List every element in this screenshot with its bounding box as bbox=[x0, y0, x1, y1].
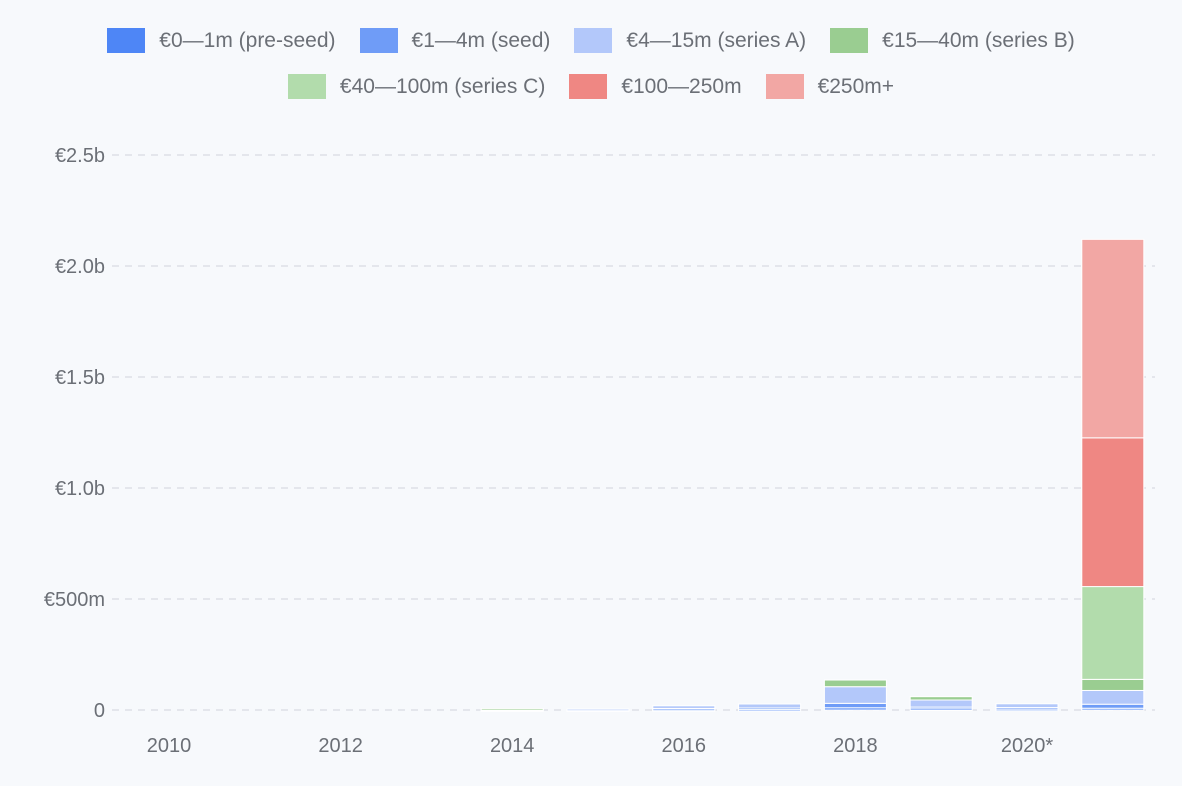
y-tick-label: €1.5b bbox=[55, 367, 105, 389]
x-tick-label: 2020* bbox=[1001, 735, 1053, 757]
bar-segment[interactable] bbox=[1081, 586, 1145, 680]
bar-segment[interactable] bbox=[566, 708, 630, 712]
legend-item-250m-plus[interactable]: €250m+ bbox=[765, 74, 895, 99]
bar-segment[interactable] bbox=[652, 705, 716, 709]
y-tick-label: €1.0b bbox=[55, 478, 105, 500]
legend-swatch-series-c bbox=[287, 74, 326, 99]
y-tick-label: 0 bbox=[94, 700, 105, 722]
y-tick-label: €2.5b bbox=[55, 145, 105, 167]
bar-segment[interactable] bbox=[1081, 689, 1145, 705]
bar-segment[interactable] bbox=[823, 702, 887, 709]
legend-item-pre-seed[interactable]: €0—1m (pre-seed) bbox=[107, 28, 336, 53]
legend-item-series-a[interactable]: €4—15m (series A) bbox=[574, 28, 806, 53]
legend-swatch-series-a bbox=[574, 28, 613, 53]
y-tick-label: €500m bbox=[44, 589, 105, 611]
legend-label-100-250m: €100—250m bbox=[621, 74, 742, 98]
bar-segment[interactable] bbox=[1081, 678, 1145, 691]
bar-segment[interactable] bbox=[823, 679, 887, 688]
bar-segment[interactable] bbox=[1081, 238, 1145, 439]
bar-segment[interactable] bbox=[909, 699, 973, 708]
legend-item-seed[interactable]: €1—4m (seed) bbox=[359, 28, 551, 53]
legend-swatch-pre-seed bbox=[107, 28, 146, 53]
legend-label-seed: €1—4m (seed) bbox=[411, 28, 551, 52]
bar-segment[interactable] bbox=[738, 703, 802, 709]
bar-segment[interactable] bbox=[1081, 703, 1145, 709]
legend-item-series-c[interactable]: €40—100m (series C) bbox=[287, 74, 546, 99]
legend-label-series-a: €4—15m (series A) bbox=[626, 28, 807, 52]
legend-row-2: €40—100m (series C) €100—250m €250m+ bbox=[0, 74, 1182, 99]
bar-segment[interactable] bbox=[823, 686, 887, 704]
legend-label-pre-seed: €0—1m (pre-seed) bbox=[159, 28, 336, 52]
legend-item-series-b[interactable]: €15—40m (series B) bbox=[830, 28, 1075, 53]
legend-swatch-250m-plus bbox=[765, 74, 804, 99]
x-tick-label: 2012 bbox=[318, 735, 363, 757]
x-tick-label: 2014 bbox=[490, 735, 535, 757]
x-tick-label: 2018 bbox=[833, 735, 878, 757]
x-tick-label: 2016 bbox=[662, 735, 707, 757]
legend-swatch-series-b bbox=[830, 28, 869, 53]
legend-swatch-100-250m bbox=[569, 74, 608, 99]
bar-segment[interactable] bbox=[909, 696, 973, 701]
legend-swatch-seed bbox=[359, 28, 398, 53]
legend-item-100-250m[interactable]: €100—250m bbox=[569, 74, 742, 99]
legend-label-series-b: €15—40m (series B) bbox=[882, 28, 1075, 52]
legend-row-1: €0—1m (pre-seed) €1—4m (seed) €4—15m (se… bbox=[0, 28, 1182, 53]
y-tick-label: €2.0b bbox=[55, 256, 105, 278]
bar-segment[interactable] bbox=[995, 703, 1059, 709]
bar-segment[interactable] bbox=[1081, 437, 1145, 588]
legend-label-250m-plus: €250m+ bbox=[817, 74, 895, 98]
x-tick-label: 2010 bbox=[147, 735, 192, 757]
legend-label-series-c: €40—100m (series C) bbox=[339, 74, 546, 98]
bar-segment[interactable] bbox=[480, 707, 544, 711]
